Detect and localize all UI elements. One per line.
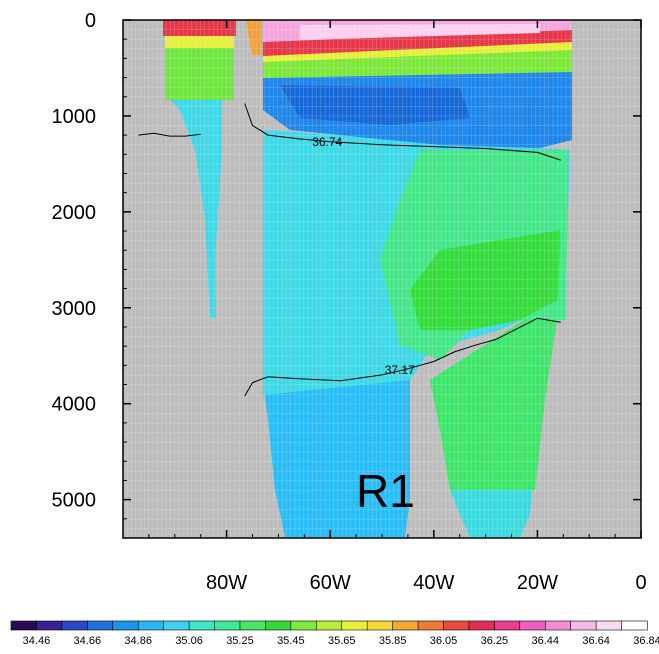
colorbar-label: 36.05: [430, 635, 458, 647]
field-west-green: [165, 45, 234, 100]
y-tick-label: 2000: [52, 202, 97, 224]
contour-line: [138, 132, 201, 137]
y-tick-label: 3000: [52, 298, 97, 320]
colorbar-swatch: [315, 620, 343, 631]
colorbar-swatch: [137, 620, 165, 631]
field-blue-dark-core: [280, 85, 470, 125]
colorbar-swatch: [290, 620, 317, 631]
colorbar-swatch: [163, 620, 190, 631]
colorbar-swatch: [341, 620, 368, 631]
field-surface-light-pink: [300, 24, 540, 40]
contour-line: [244, 103, 561, 161]
x-axis: 80W 60W 40W 20W 0: [148, 20, 647, 594]
y-tick-label: 0: [85, 10, 96, 32]
colorbar-label: 36.44: [531, 635, 559, 647]
colorbar-label: 35.65: [328, 635, 356, 647]
salinity-field: [163, 20, 572, 537]
contour-label: 36.74: [312, 135, 342, 149]
colorbar-swatch: [544, 620, 572, 631]
region-annotation: R1: [356, 465, 415, 517]
x-tick-label: 20W: [517, 572, 558, 594]
plot-area: 36.74 37.17 R1: [122, 19, 642, 539]
colorbar-swatch: [595, 620, 623, 631]
colorbar-label: 34.66: [74, 635, 102, 647]
colorbar-label: 36.84: [633, 635, 659, 647]
x-tick-label: 40W: [413, 572, 454, 594]
colorbar-swatch: [519, 620, 546, 631]
field-surface-red: [263, 30, 572, 56]
colorbar: 34.46 34.66 34.86 35.06 35.25 35.45 35.65 35.85…: [10, 620, 659, 647]
x-tick-label: 60W: [310, 572, 351, 594]
field-deep-blue-lower: [263, 380, 410, 537]
colorbar-swatch: [87, 620, 114, 631]
colorbar-swatch: [214, 620, 241, 631]
field-green-east: [430, 300, 557, 490]
contour-line: [244, 317, 561, 397]
colorbar-label: 35.85: [379, 635, 407, 647]
field-west-red: [163, 20, 236, 36]
y-axis: 0 1000 2000 3000 4000 5000: [52, 10, 641, 520]
colorbar-swatch: [417, 620, 445, 631]
field-west-yellow: [165, 35, 234, 48]
colorbar-label: 35.25: [226, 635, 254, 647]
y-tick-label: 1000: [52, 106, 97, 128]
colorbar-label: 36.25: [481, 635, 509, 647]
colorbar-label: 34.46: [23, 635, 51, 647]
colorbar-swatch: [10, 620, 38, 631]
colorbar-label: 34.86: [124, 635, 152, 647]
colorbar-swatch: [61, 620, 88, 631]
colorbar-swatch: [188, 620, 216, 631]
field-bright-green: [410, 230, 560, 330]
contour-lines: [138, 103, 561, 397]
colorbar-swatch: [494, 620, 521, 631]
contour-labels: 36.74 37.17: [312, 135, 415, 377]
colorbar-label: 36.64: [582, 635, 610, 647]
colorbar-swatch: [468, 620, 495, 631]
colorbar-swatch: [392, 620, 419, 631]
colorbar-swatch: [621, 620, 648, 631]
y-tick-label: 5000: [52, 490, 97, 512]
field-cyan-bottom-east: [450, 490, 532, 537]
colorbar-swatch: [112, 620, 139, 631]
field-ridge-sliver: [246, 20, 262, 55]
colorbar-swatch: [36, 620, 63, 631]
y-tick-label: 4000: [52, 394, 97, 416]
contour-label: 37.17: [385, 363, 415, 377]
colorbar-swatch: [570, 620, 597, 631]
x-tick-label: 0: [635, 572, 646, 594]
field-west-cyan: [170, 100, 222, 318]
grid-lines: [122, 19, 641, 538]
colorbar-label: 35.45: [277, 635, 305, 647]
x-tick-label: 80W: [206, 572, 247, 594]
colorbar-swatch: [366, 620, 394, 631]
colorbar-swatch: [239, 620, 267, 631]
colorbar-swatch: [265, 620, 292, 631]
colorbar-swatch: [443, 620, 470, 631]
colorbar-label: 35.06: [175, 635, 203, 647]
